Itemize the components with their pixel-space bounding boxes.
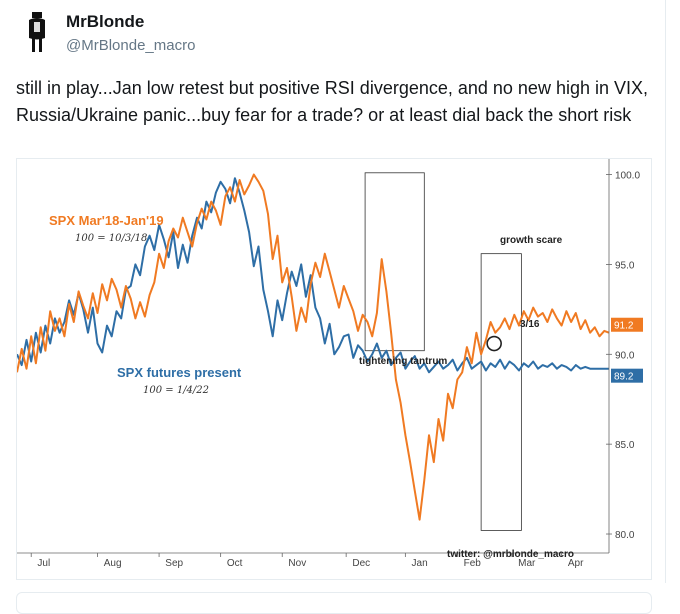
display-name[interactable]: MrBlonde [66, 12, 145, 31]
next-tweet-card[interactable] [16, 592, 652, 614]
y-tick-label: 90.0 [615, 350, 635, 361]
x-tick-label: Aug [104, 558, 122, 569]
x-tick-label: Jan [412, 558, 428, 569]
user-handle[interactable]: @MrBlonde_macro [66, 37, 196, 54]
annotation-growth-scare: growth scare [500, 235, 563, 246]
end-value-box-orange [611, 317, 643, 332]
series-title-spx-2018: SPX Mar'18-Jan'19 [49, 213, 164, 228]
x-tick-label: Dec [352, 558, 370, 569]
x-tick-label: Apr [568, 558, 584, 569]
x-tick-label: Mar [518, 558, 536, 569]
spx-comparison-chart: 100.0 95.0 90.0 85.0 80.0 91.2 89.2 Jul Aug Sep Oc… [17, 159, 643, 569]
marker-3-16 [486, 335, 502, 352]
y-tick-label: 85.0 [615, 440, 635, 451]
annotation-tightening-tantrum: tightening tantrum [359, 356, 447, 367]
end-value-label: 89.2 [614, 372, 634, 383]
x-tick-label: Oct [227, 558, 243, 569]
x-tick-label: Feb [464, 558, 482, 569]
end-value-label: 91.2 [614, 321, 634, 332]
y-tick-label: 100.0 [615, 171, 640, 182]
avatar[interactable] [20, 8, 54, 56]
y-tick-label: 80.0 [615, 530, 635, 541]
series-line-spx-2018 [17, 173, 610, 521]
tightening-tantrum-box [364, 172, 425, 352]
chart-image[interactable]: 100.0 95.0 90.0 85.0 80.0 91.2 89.2 Jul Aug Sep Oc… [16, 158, 652, 580]
y-tick-label: 95.0 [615, 260, 635, 271]
x-tick-label: Nov [288, 558, 306, 569]
annotation-twitter-handle: twitter: @mrblonde_macro [447, 549, 574, 560]
tweet-text: still in play...Jan low retest but posit… [16, 78, 649, 125]
series-subtitle-spx-futures: 100 = 1/4/22 [143, 385, 209, 396]
series-title-spx-futures: SPX futures present [117, 365, 242, 380]
x-tick-label: Sep [165, 558, 183, 569]
annotation-3-16: 3/16 [520, 319, 540, 330]
series-line-spx-futures [17, 177, 609, 374]
end-value-box-blue [611, 368, 643, 383]
growth-scare-box [480, 253, 522, 531]
series-subtitle-spx-2018: 100 = 10/3/18 [75, 233, 147, 244]
x-tick-label: Jul [37, 558, 50, 569]
tweet-card: MrBlonde @MrBlonde_macro still in play..… [16, 0, 666, 583]
